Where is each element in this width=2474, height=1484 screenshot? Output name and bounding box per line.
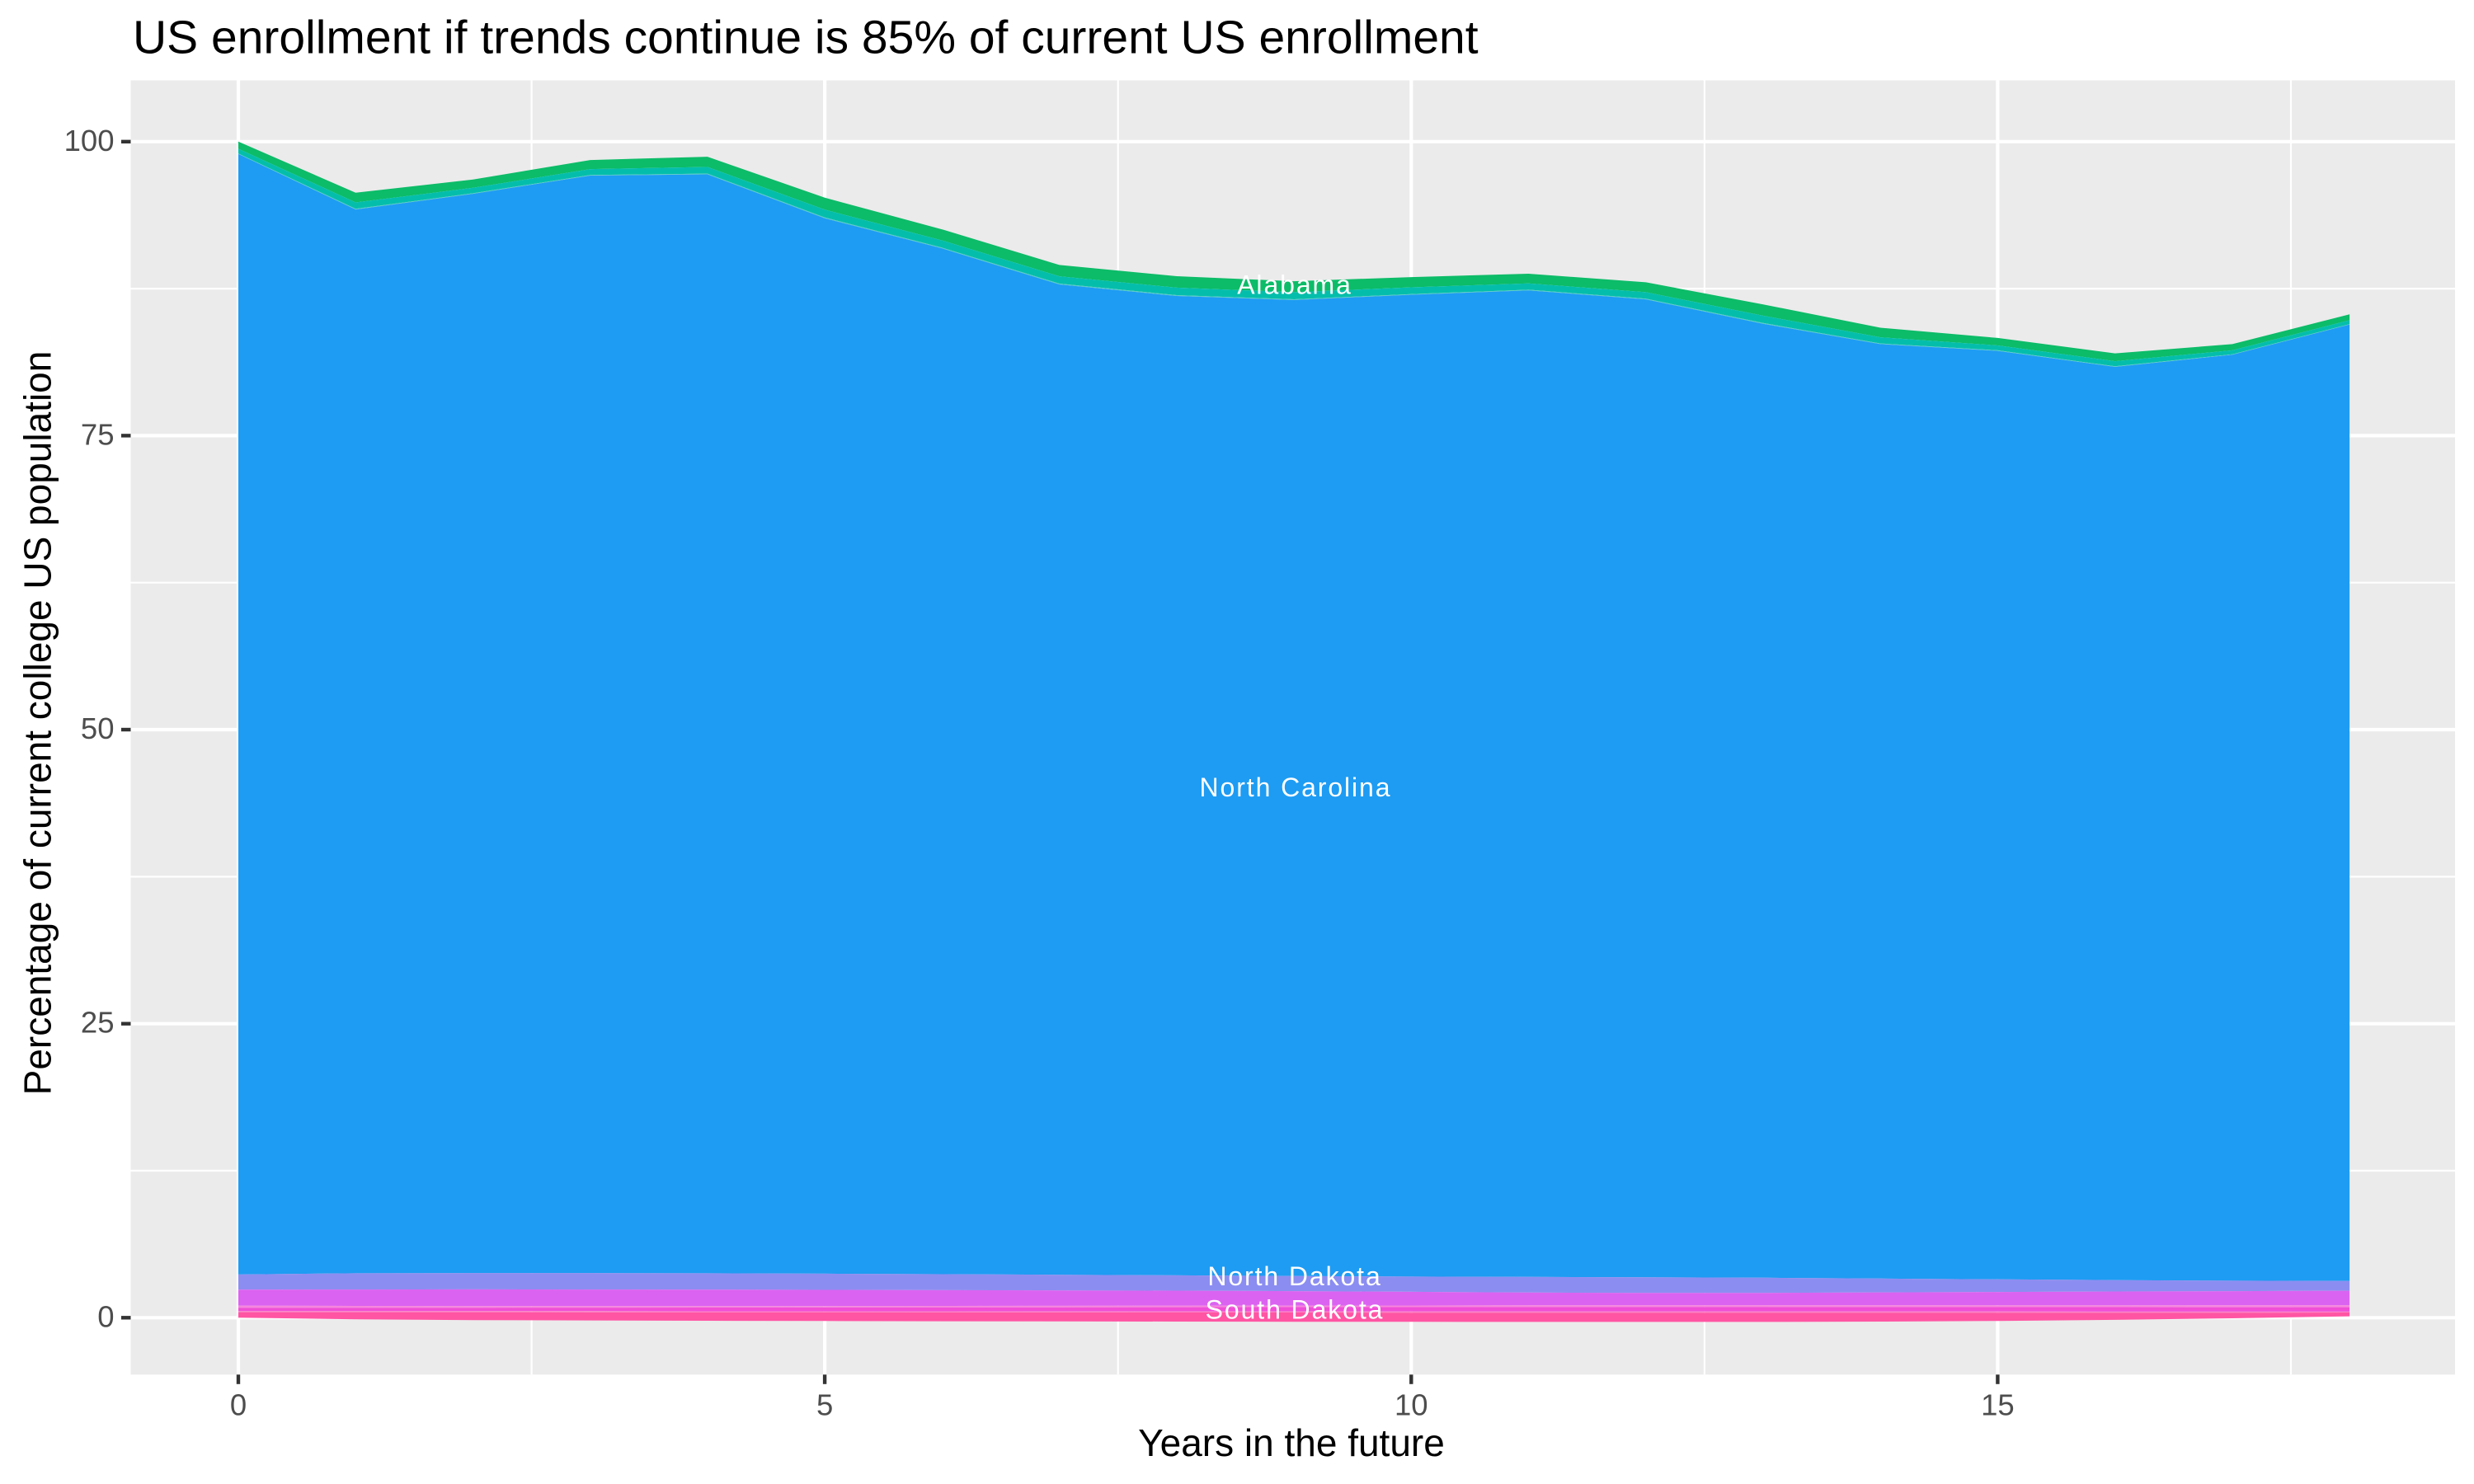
svg-text:North Dakota: North Dakota: [1207, 1261, 1381, 1291]
svg-text:50: 50: [81, 711, 115, 745]
svg-text:North Carolina: North Carolina: [1200, 773, 1392, 802]
svg-text:Years in the future: Years in the future: [1138, 1421, 1445, 1464]
svg-text:0: 0: [97, 1299, 114, 1333]
svg-text:10: 10: [1395, 1388, 1428, 1421]
svg-text:Alabama: Alabama: [1237, 270, 1352, 300]
svg-text:South Dakota: South Dakota: [1206, 1295, 1385, 1325]
svg-text:25: 25: [81, 1006, 115, 1040]
svg-text:Percentage of current college: Percentage of current college US populat…: [16, 351, 59, 1096]
svg-text:5: 5: [816, 1388, 833, 1421]
svg-text:US enrollment if trends contin: US enrollment if trends continue is 85% …: [133, 12, 1479, 64]
svg-text:100: 100: [64, 124, 115, 157]
svg-text:15: 15: [1981, 1388, 2015, 1421]
svg-text:0: 0: [230, 1388, 247, 1421]
svg-text:75: 75: [81, 417, 115, 451]
